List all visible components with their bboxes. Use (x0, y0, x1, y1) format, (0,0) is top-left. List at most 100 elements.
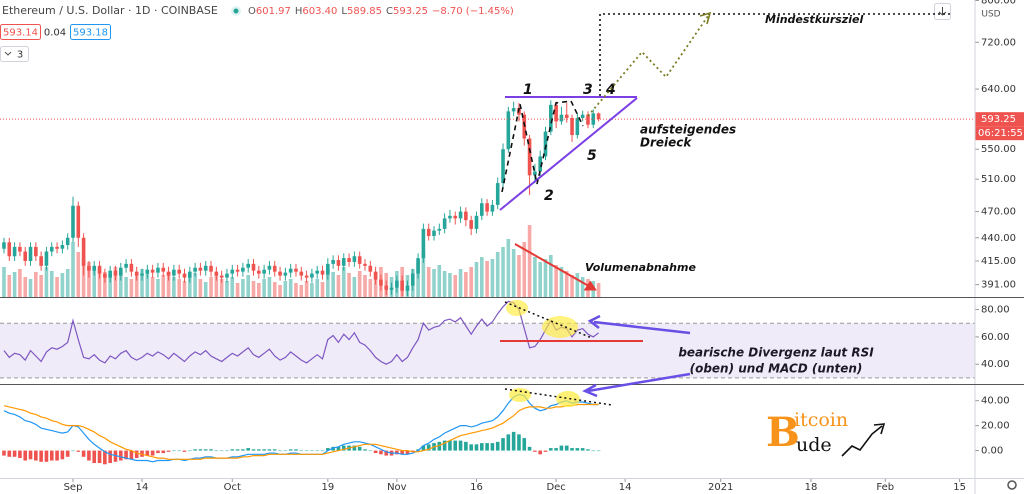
triangle-base (499, 97, 638, 211)
candle-body (81, 237, 86, 266)
candle-body (437, 228, 442, 231)
macd-histogram-bar (251, 449, 256, 451)
volume-bar (156, 279, 160, 297)
macd-histogram-bar (225, 450, 229, 452)
volume-bar (554, 265, 558, 297)
ask-box[interactable] (70, 24, 111, 40)
indicator-toggle[interactable] (0, 46, 29, 62)
macd-histogram-bar (18, 450, 22, 459)
volume-bar (464, 272, 468, 297)
volume-bar (60, 273, 65, 297)
candle-body (426, 228, 431, 236)
macd-histogram-bar (299, 450, 304, 452)
candle-body (44, 251, 49, 266)
macd-histogram-bar (405, 450, 410, 455)
candle-body (357, 256, 362, 264)
candle-body (591, 113, 596, 125)
logo-initial: B (766, 409, 800, 456)
macd-histogram-bar (506, 434, 511, 451)
candle-body (235, 269, 240, 272)
spread: 0.04 (44, 28, 66, 39)
volume-bar (442, 271, 447, 297)
macd-histogram-bar (326, 448, 330, 451)
macd-histogram-bar (246, 448, 250, 451)
candle-body (304, 275, 309, 278)
candle-body (315, 270, 320, 274)
volume-bar (7, 275, 12, 297)
macd-histogram-bar (458, 440, 463, 451)
volume-bar (506, 239, 511, 297)
candle-body (538, 156, 542, 172)
macd-histogram-bar (166, 450, 171, 452)
macd-histogram-bar (156, 450, 160, 454)
volume-bar (283, 281, 288, 297)
candle-body (458, 211, 463, 219)
candle-body (331, 260, 335, 264)
volume-bar (177, 279, 181, 297)
candle-body (76, 205, 81, 238)
x-tick-label: Oct (224, 482, 241, 493)
volume-bar (140, 269, 144, 297)
volume-bar (34, 272, 38, 297)
volume-bar (315, 279, 320, 297)
rsi-arrow (593, 320, 691, 335)
candle-body (7, 242, 12, 257)
candle-body (479, 203, 484, 216)
annotation: Volumenabnahme (585, 261, 696, 274)
countdown-label: 06:21:55 (978, 128, 1023, 139)
macd-histogram-bar (103, 450, 107, 465)
macd-histogram-bar (60, 450, 65, 460)
bid-box[interactable] (0, 24, 41, 40)
macd-highlight (556, 391, 580, 407)
macd-histogram-bar (564, 445, 569, 451)
volume-bar (166, 272, 171, 297)
annotation: (oben) und MACD (unten) (690, 362, 863, 376)
macd-histogram-bar (485, 443, 489, 451)
volume-bar (421, 252, 426, 297)
volume-bar (495, 252, 500, 297)
volume-bar (336, 275, 341, 297)
x-tick-label: Nov (387, 482, 407, 493)
macd-histogram-bar (400, 450, 404, 455)
candle-body (326, 263, 330, 275)
x-tick-label: 14 (619, 482, 632, 493)
volume-bar (187, 277, 192, 297)
macd-histogram-bar (511, 431, 516, 451)
candle-body (124, 263, 128, 268)
volume-bar (44, 267, 49, 297)
macd-histogram-bar (442, 440, 447, 451)
volume-bar (257, 283, 261, 297)
volume-bar (448, 273, 452, 297)
rsi-highlight (506, 300, 528, 316)
candle-body (506, 111, 511, 150)
macd-histogram-bar (554, 448, 558, 451)
volume-bar (241, 279, 245, 297)
volume-bar (453, 275, 458, 297)
ask-price: 593.18 (73, 28, 108, 39)
macd-histogram-bar (177, 450, 181, 452)
macd-arrow (587, 372, 691, 393)
macd-histogram-bar (363, 449, 367, 451)
rsi-trend (504, 301, 593, 339)
volume-bar (76, 252, 81, 297)
volume-bar (18, 269, 22, 297)
candle-body (156, 267, 160, 273)
macd-histogram-bar (134, 450, 139, 459)
candle-body (410, 273, 415, 286)
settings-icon[interactable] (1007, 480, 1017, 490)
macd-histogram-bar (76, 450, 81, 452)
volume-arrowhead (584, 280, 597, 291)
candle-body (18, 246, 22, 252)
candle-body (278, 271, 282, 276)
wave-line (501, 100, 584, 193)
volume-bar (129, 279, 134, 297)
macd-histogram-bar (182, 450, 187, 452)
macd-histogram-bar (288, 449, 293, 451)
rsi-line (3, 300, 599, 365)
candle-body (464, 211, 468, 221)
volume-bar (49, 271, 54, 297)
candle-body (384, 285, 389, 290)
y-tick-label: 470.00 (981, 207, 1016, 218)
